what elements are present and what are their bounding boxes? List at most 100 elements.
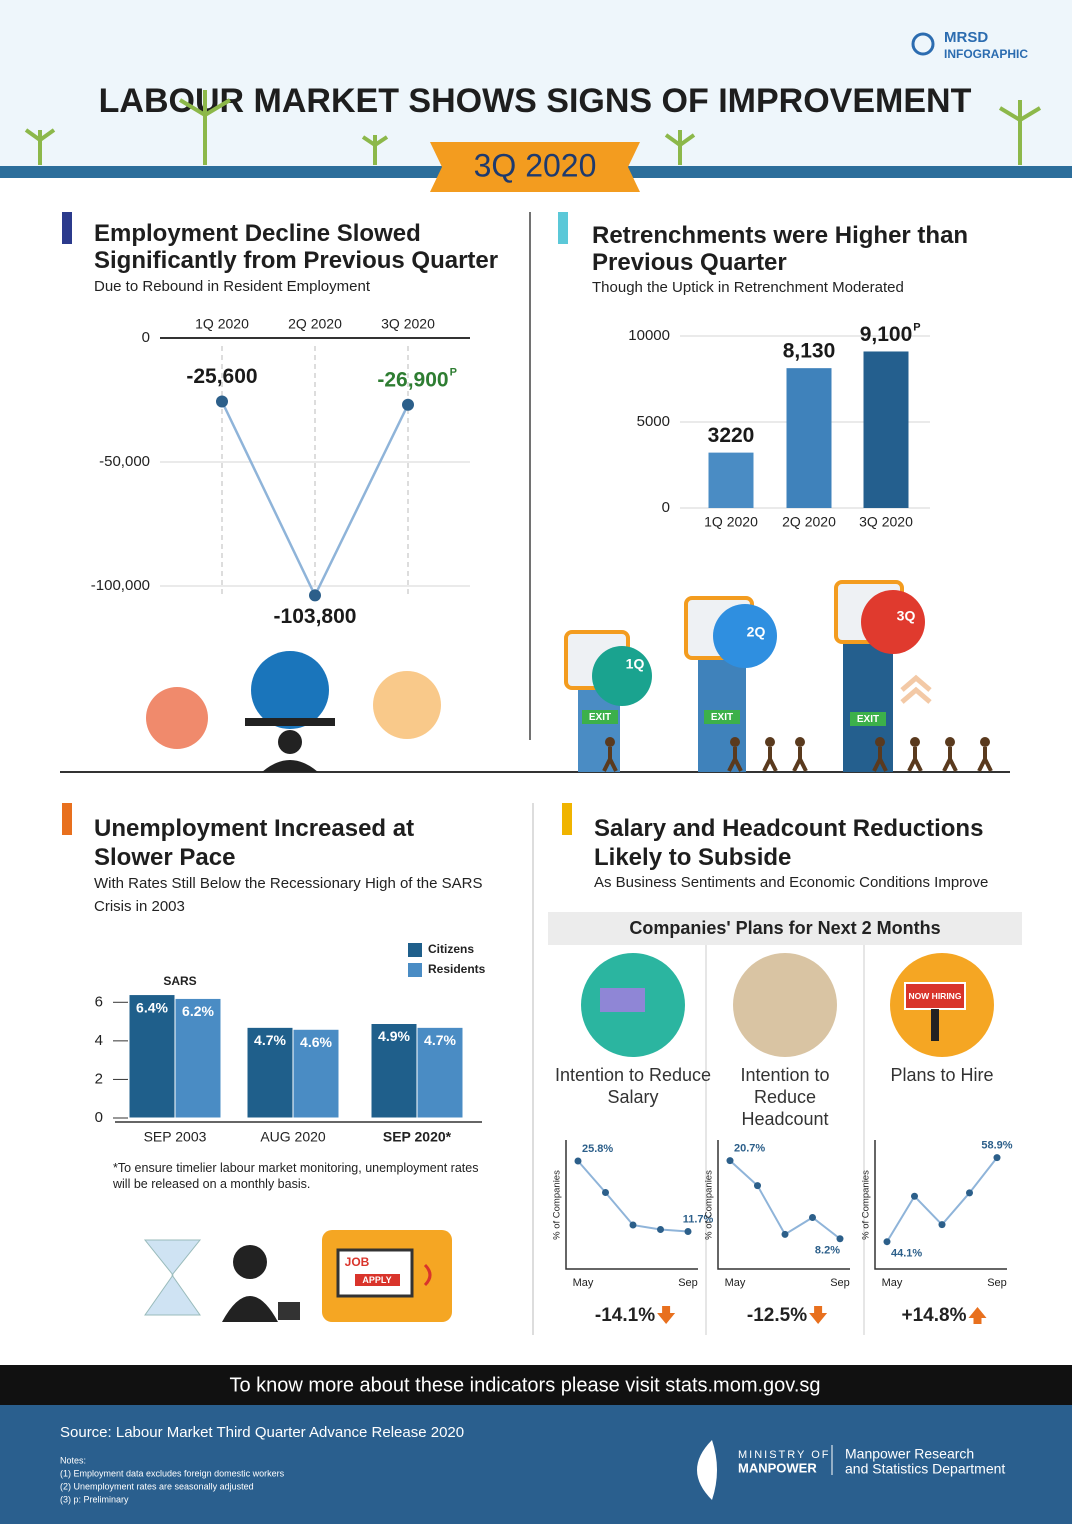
value-label: 8,130: [783, 340, 836, 363]
note: (3) p: Preliminary: [60, 1494, 129, 1504]
section-marker: [62, 212, 72, 244]
section-marker: [62, 803, 72, 835]
change-arrow: [968, 1307, 987, 1324]
x-tick-label: 2Q 2020: [782, 514, 836, 530]
point: [883, 1238, 891, 1246]
change-label: -12.5%: [747, 1305, 807, 1326]
ministry: MANPOWER: [738, 1460, 817, 1475]
note: (1) Employment data excludes foreign dom…: [60, 1468, 285, 1478]
value-label: 4.9%: [378, 1028, 410, 1044]
x-tick-label: SEP 2020*: [383, 1129, 452, 1145]
section-title: Retrenchments were Higher than Previous …: [592, 222, 969, 276]
exit-label: EXIT: [589, 712, 611, 723]
point: [629, 1221, 637, 1229]
badge-name: MRSD: [944, 29, 988, 46]
legend-label: Citizens: [428, 942, 474, 956]
exit-sign: [704, 710, 740, 724]
quarter-pie: [861, 590, 925, 654]
axes: [717, 1140, 850, 1270]
worker: [942, 747, 958, 772]
quarter-label: 1Q: [626, 656, 645, 672]
exit-label: EXIT: [711, 712, 733, 723]
worker: [765, 737, 775, 747]
point: [216, 395, 228, 408]
section-title: Salary and Headcount Reductions Likely t…: [594, 815, 984, 871]
change-arrow: [657, 1306, 676, 1324]
money: [600, 988, 645, 1012]
line: [886, 1156, 998, 1243]
bar: [786, 368, 832, 508]
period-banner: [430, 142, 640, 192]
source: Source: Labour Market Third Quarter Adva…: [60, 1424, 464, 1441]
worker: [980, 737, 990, 747]
value-label: 4.6%: [300, 1034, 332, 1050]
y-tick-label: 0: [142, 329, 150, 346]
value-label: -26,900: [377, 368, 448, 391]
main-title: LABOUR MARKET SHOWS SIGNS OF IMPROVEMENT: [99, 82, 972, 120]
y-tick-label: 5000: [637, 413, 670, 430]
line: [577, 1160, 689, 1233]
worker: [730, 737, 740, 747]
section-subtitle: Due to Rebound in Resident Employment: [94, 278, 370, 295]
section-subtitle: As Business Sentiments and Economic Cond…: [594, 874, 989, 891]
department: and Statistics Department: [845, 1461, 1005, 1477]
section-subtitle: Though the Uptick in Retrenchment Modera…: [592, 279, 904, 296]
point: [602, 1189, 609, 1196]
point: [402, 398, 414, 411]
footnote: *To ensure timelier labour market monito…: [113, 1161, 479, 1191]
worker: [792, 747, 808, 772]
point: [966, 1189, 973, 1197]
legend-swatch: [408, 963, 422, 977]
hiring-post: [931, 1009, 939, 1041]
notes-heading: Notes:: [60, 1455, 86, 1465]
apply-button: [355, 1274, 400, 1286]
value-label: 3220: [708, 424, 755, 447]
header-bg: [0, 0, 1072, 170]
section-title: Employment Decline Slowed Significantly …: [94, 220, 499, 274]
plan-title: Plans to Hire: [890, 1065, 994, 1085]
plants: [24, 90, 1042, 165]
y-tick-label: 4: [95, 1032, 103, 1049]
point: [726, 1157, 734, 1165]
plans-heading-bg: [548, 912, 1022, 945]
section-subtitle: With Rates Still Below the Recessionary …: [94, 875, 483, 915]
worker: [795, 737, 805, 747]
point: [781, 1230, 789, 1238]
section-marker: [562, 803, 572, 835]
y-axis-label: % of Companies: [861, 1170, 872, 1240]
phone: [423, 1263, 432, 1287]
plan-title: Intention to Reduce Headcount: [740, 1065, 830, 1129]
value-label: -103,800: [274, 605, 357, 628]
ministry: MINISTRY OF: [738, 1449, 831, 1461]
y-axis-label: % of Companies: [704, 1170, 715, 1240]
y-tick-label: 10000: [628, 327, 670, 344]
legend-swatch: [408, 943, 422, 957]
footer-bg: [0, 1405, 1072, 1524]
change-label: -14.1%: [595, 1305, 655, 1326]
logo: [697, 1440, 717, 1500]
exit-sign: [850, 712, 886, 726]
worker: [945, 737, 955, 747]
icon: [373, 671, 441, 739]
y-tick-label: 2: [95, 1070, 103, 1087]
annotation: SARS: [163, 974, 196, 988]
y-tick-label: 6: [95, 993, 103, 1010]
period: 3Q 2020: [474, 147, 597, 183]
worker: [602, 747, 618, 772]
point: [836, 1235, 844, 1243]
x-tick-label: SEP 2003: [144, 1129, 207, 1145]
arrows: [900, 674, 932, 704]
icon: [146, 687, 208, 749]
point: [574, 1157, 582, 1165]
bar: [174, 997, 222, 1119]
badge-icon: [911, 32, 935, 56]
bar: [708, 452, 754, 508]
job-label: JOB: [345, 1255, 370, 1269]
worker: [977, 747, 993, 772]
value-label: 4.7%: [254, 1032, 286, 1048]
point: [754, 1182, 761, 1190]
value-label: 6.2%: [182, 1003, 214, 1019]
x-tick-label: 3Q 2020: [859, 514, 913, 530]
x-tick-label: 3Q 2020: [381, 316, 435, 332]
